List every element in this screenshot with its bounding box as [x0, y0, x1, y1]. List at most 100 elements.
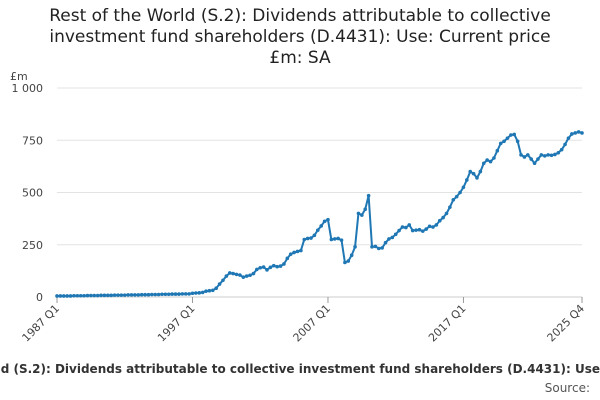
data-point-154 [576, 130, 581, 134]
data-point-50 [224, 274, 229, 278]
data-point-109 [424, 227, 428, 231]
data-point-117 [451, 198, 456, 202]
data-point-90 [360, 213, 364, 217]
data-point-105 [410, 228, 415, 233]
y-tick-label-1: 250 [22, 239, 43, 252]
chart-title: Rest of the World (S.2): Dividends attri… [0, 6, 600, 69]
data-point-44 [204, 289, 208, 293]
data-point-136 [515, 139, 520, 144]
data-point-99 [390, 235, 395, 240]
data-point-132 [502, 139, 506, 144]
data-point-73 [302, 237, 307, 242]
data-point-53 [234, 272, 239, 277]
data-point-17 [112, 293, 117, 297]
data-point-101 [397, 228, 401, 233]
series-line-0 [57, 130, 583, 297]
data-point-133 [505, 136, 510, 140]
data-point-62 [265, 268, 269, 272]
data-point-144 [542, 154, 547, 158]
data-point-125 [478, 169, 483, 174]
data-point-6 [75, 293, 80, 298]
footer-series-label: Rest of the World (S.2): Dividends attri… [0, 362, 600, 376]
data-point-145 [546, 153, 550, 157]
data-point-57 [248, 273, 252, 278]
data-point-37 [180, 292, 185, 296]
data-point-128 [488, 159, 493, 164]
data-point-102 [400, 225, 405, 229]
data-point-94 [373, 244, 378, 249]
y-axis: 0 250 500 750 1 000 [12, 82, 44, 304]
data-point-95 [376, 246, 381, 251]
data-point-89 [356, 211, 361, 216]
data-point-103 [404, 225, 408, 230]
data-point-116 [448, 205, 452, 209]
data-point-56 [244, 274, 249, 278]
data-point-146 [549, 153, 554, 158]
data-point-104 [407, 223, 412, 227]
data-point-21 [126, 293, 130, 297]
data-point-135 [512, 132, 517, 137]
data-point-151 [566, 136, 571, 140]
data-point-59 [255, 267, 259, 272]
data-point-45 [207, 288, 212, 293]
data-point-35 [173, 292, 178, 296]
data-point-138 [522, 155, 527, 159]
data-point-83 [336, 236, 340, 241]
data-point-100 [393, 232, 398, 237]
data-point-112 [434, 223, 439, 227]
data-point-25 [139, 292, 144, 297]
data-point-67 [282, 262, 286, 266]
data-point-78 [319, 224, 323, 228]
data-point-13 [99, 293, 103, 298]
data-point-65 [275, 264, 279, 269]
data-point-108 [421, 229, 425, 233]
data-point-52 [231, 271, 235, 276]
data-point-68 [285, 256, 290, 261]
data-point-20 [122, 293, 127, 297]
chart-title-line-2: investment fund shareholders (D.4431): U… [49, 27, 551, 47]
data-point-97 [383, 240, 388, 245]
data-point-84 [339, 238, 344, 242]
data-point-130 [495, 148, 500, 153]
x-tick-label-1: 1997 Q1 [155, 302, 198, 345]
data-point-113 [437, 218, 442, 223]
data-point-152 [570, 132, 574, 136]
data-point-72 [299, 248, 303, 253]
data-point-80 [326, 217, 330, 222]
data-point-51 [227, 271, 232, 275]
data-point-120 [461, 185, 466, 190]
data-point-3 [65, 294, 69, 298]
data-point-137 [519, 153, 523, 157]
x-tick-label-3: 2017 Q1 [426, 302, 469, 345]
data-point-107 [417, 227, 422, 232]
data-point-66 [278, 264, 283, 268]
data-point-64 [271, 263, 276, 268]
footer-series-text: Rest of the World (S.2): Dividends attri… [0, 362, 600, 376]
data-point-33 [166, 292, 171, 297]
data-point-47 [214, 286, 218, 291]
data-point-110 [427, 224, 432, 229]
data-point-23 [133, 293, 137, 297]
data-point-40 [190, 291, 195, 296]
data-point-26 [143, 292, 147, 297]
data-point-122 [468, 169, 473, 174]
data-point-134 [509, 133, 513, 137]
data-point-69 [288, 252, 293, 256]
data-point-153 [573, 131, 578, 135]
data-point-63 [268, 265, 273, 270]
data-point-34 [170, 292, 174, 296]
x-tick-label-2: 2007 Q1 [291, 302, 334, 345]
data-point-140 [529, 157, 533, 161]
data-point-121 [465, 178, 469, 182]
data-point-75 [309, 236, 313, 240]
data-point-32 [163, 292, 168, 297]
data-point-28 [150, 292, 154, 297]
data-point-88 [353, 245, 357, 249]
data-point-141 [532, 161, 537, 166]
data-point-55 [241, 275, 246, 279]
data-point-149 [559, 147, 564, 152]
x-tick-label-0: 1987 Q1 [20, 302, 63, 345]
data-point-127 [485, 158, 489, 162]
data-point-36 [177, 292, 181, 296]
data-point-70 [292, 250, 296, 255]
